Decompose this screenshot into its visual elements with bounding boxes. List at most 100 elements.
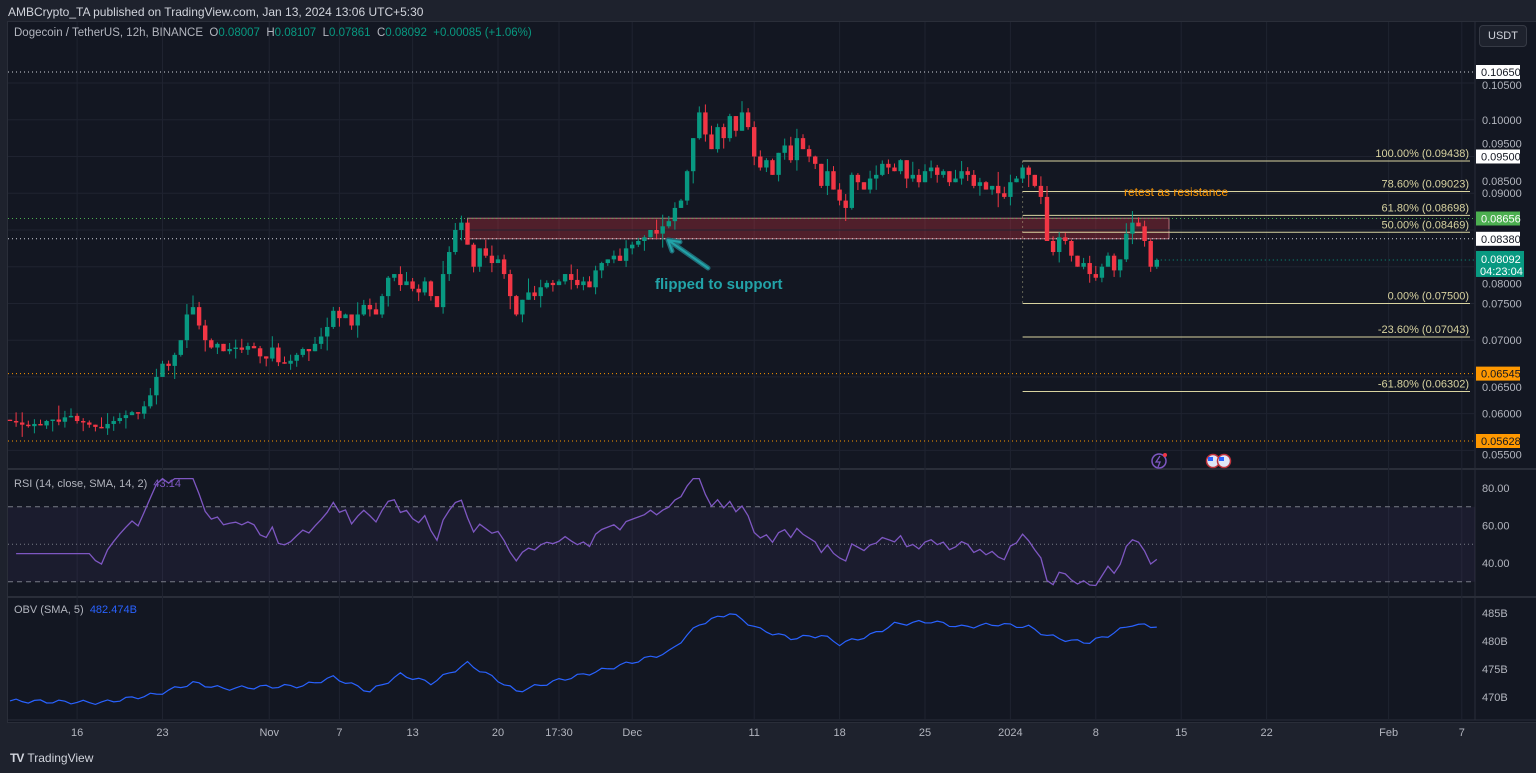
- candle-down: [617, 255, 623, 261]
- candle-up: [142, 406, 147, 414]
- currency-button[interactable]: USDT: [1479, 25, 1527, 47]
- candle-up: [611, 255, 617, 260]
- candle-down: [306, 349, 312, 352]
- candle-up: [684, 171, 690, 201]
- obv-value: 482.474B: [89, 604, 137, 616]
- time-tick-label: 18: [833, 727, 845, 739]
- candle-down: [13, 421, 19, 423]
- candle-down: [203, 325, 208, 341]
- candle-down: [251, 346, 257, 349]
- candle-up: [922, 171, 928, 183]
- rsi-legend[interactable]: RSI (14, close, SMA, 14, 2) 43.14: [14, 478, 181, 490]
- candle-up: [117, 418, 122, 422]
- fib-level-label: 50.00% (0.08469): [1382, 219, 1469, 231]
- candle-down: [135, 412, 141, 414]
- time-tick-label: 17:30: [545, 727, 573, 739]
- candle-up: [630, 244, 635, 249]
- candle-down: [337, 310, 342, 319]
- high-value: 0.08107: [274, 27, 317, 39]
- candle-down: [569, 274, 574, 280]
- candle-up: [318, 336, 324, 344]
- candle-up: [1057, 237, 1062, 253]
- candle-up: [562, 274, 568, 282]
- candle-down: [575, 279, 580, 286]
- candle-up: [459, 222, 464, 230]
- candle-up: [660, 226, 665, 234]
- candle-down: [1142, 226, 1147, 241]
- open-value: 0.08007: [218, 27, 260, 39]
- candle-down: [843, 200, 848, 208]
- candle-down: [1087, 263, 1092, 275]
- candle-up: [190, 307, 196, 315]
- candle-up: [355, 314, 360, 326]
- candle-down: [514, 296, 519, 315]
- rsi-tick-label: 40.00: [1482, 558, 1510, 570]
- candle-down: [532, 292, 537, 297]
- candle-up: [867, 178, 873, 190]
- candle-up: [1124, 233, 1129, 260]
- price-tick-label: 0.06500: [1482, 382, 1522, 394]
- time-tick-label: 7: [336, 727, 342, 739]
- candle-down: [489, 255, 495, 264]
- candle-down: [209, 340, 214, 348]
- open-label: O: [209, 27, 219, 39]
- candle-up: [160, 363, 165, 377]
- us-flag-event-icon: [1219, 457, 1224, 461]
- footer-brand[interactable]: TV TradingView: [10, 751, 93, 765]
- candle-up: [715, 127, 720, 150]
- candle-down: [74, 415, 80, 422]
- last-price-tag: [1476, 250, 1524, 277]
- candle-down: [709, 134, 714, 150]
- candle-up: [1130, 222, 1135, 234]
- candle-up: [477, 248, 482, 267]
- candle-up: [44, 421, 49, 426]
- symbol-name[interactable]: Dogecoin / TetherUS, 12h, BINANCE: [14, 27, 203, 39]
- time-tick-label: Dec: [622, 727, 642, 739]
- candle-down: [416, 288, 421, 293]
- candle-down: [983, 182, 989, 190]
- candle-up: [111, 421, 116, 424]
- candle-up: [648, 229, 653, 238]
- candle-up: [989, 185, 995, 190]
- close-value: 0.08092: [385, 27, 427, 39]
- candle-down: [971, 174, 976, 186]
- obv-legend[interactable]: OBV (SMA, 5) 482.474B: [14, 604, 137, 616]
- candle-down: [428, 281, 434, 297]
- candle-down: [1026, 167, 1031, 175]
- candle-down: [196, 307, 202, 326]
- time-tick-label: 15: [1175, 727, 1187, 739]
- obv-tick-label: 480B: [1482, 636, 1508, 648]
- candle-down: [349, 314, 354, 326]
- candle-up: [849, 174, 854, 208]
- candle-down: [56, 419, 61, 422]
- candle-down: [373, 309, 379, 315]
- candle-up: [227, 349, 232, 352]
- rsi-line: [16, 477, 1158, 587]
- candle-up: [386, 277, 391, 297]
- candle-up: [764, 160, 769, 168]
- price-level-tag: [1476, 149, 1520, 164]
- candle-up: [825, 171, 830, 186]
- candle-up: [62, 417, 68, 422]
- candle-up: [959, 171, 964, 179]
- candle-up: [123, 415, 129, 419]
- candle-up: [1099, 266, 1105, 278]
- us-flag-event-icon: [1208, 457, 1213, 461]
- rsi-tick-label: 80.00: [1482, 483, 1510, 495]
- candle-up: [544, 282, 549, 288]
- candle-up: [453, 229, 458, 253]
- candle-up: [928, 167, 934, 172]
- fib-level-label: 61.80% (0.08698): [1382, 202, 1469, 214]
- change-value: +0.00085 (+1.06%): [433, 27, 532, 39]
- price-tick-label: 0.08000: [1482, 279, 1522, 291]
- rsi-value: 43.14: [153, 478, 181, 490]
- price-tick-label: 0.09500: [1482, 138, 1522, 150]
- price-level-tag: [1476, 231, 1520, 246]
- price-level-tag-label: 0.09500: [1481, 151, 1521, 163]
- candle-down: [410, 281, 415, 289]
- candle-up: [697, 112, 702, 139]
- candle-down: [758, 156, 763, 168]
- annotation-arrow-icon: [667, 239, 709, 269]
- candle-up: [325, 326, 330, 337]
